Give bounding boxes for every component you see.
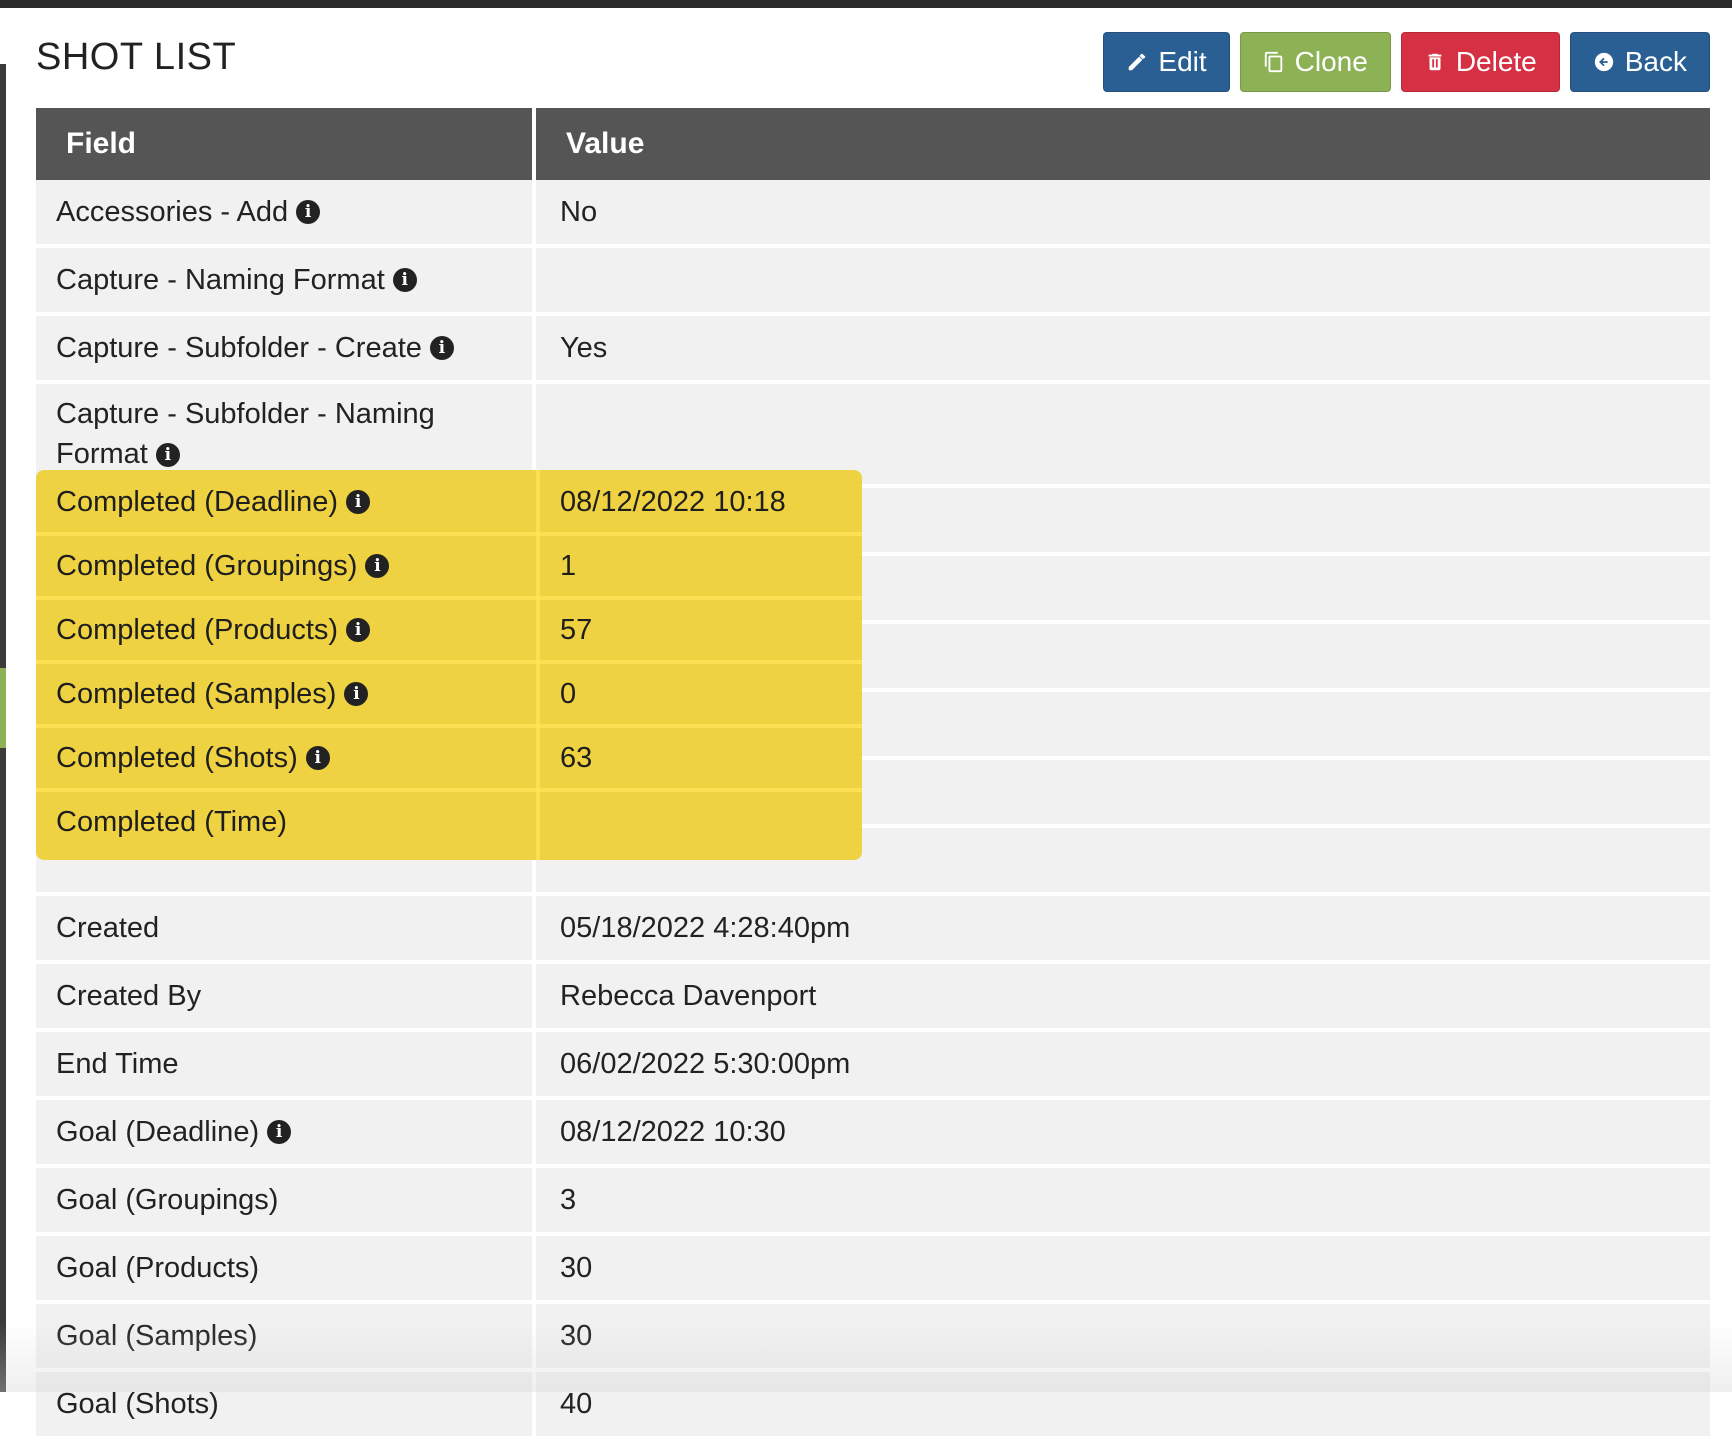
value-cell: 06/02/2022 5:30:00pm (560, 1047, 851, 1080)
bottom-fade (0, 1320, 1732, 1392)
column-header-value: Value (566, 127, 645, 160)
table-header: Field Value (36, 108, 1710, 180)
value-cell: Rebecca Davenport (560, 979, 817, 1012)
field-cell (36, 624, 536, 688)
table-row: Goal (Deadline) i 08/12/2022 10:30 (36, 1100, 1710, 1168)
value-cell (536, 556, 1710, 620)
table-row: Capture - Subfolder - Create i Yes (36, 316, 1710, 384)
trash-icon (1428, 53, 1442, 71)
edit-button-label: Edit (1158, 46, 1207, 77)
field-cell: Goal (Products) (36, 1236, 536, 1300)
copy-icon (1264, 51, 1282, 73)
delete-button-label: Delete (1455, 46, 1537, 77)
action-toolbar: Edit Clone Delete Back (1103, 32, 1710, 92)
table-row (36, 624, 1710, 692)
table-row: Capture - Naming Format i (36, 248, 1710, 316)
field-cell: Created (36, 896, 536, 960)
table-row (36, 760, 1710, 828)
table-row (36, 556, 1710, 624)
info-circle-icon[interactable]: i (267, 1120, 292, 1144)
value-cell (536, 624, 1710, 688)
table-row: Capture - Subfolder - Naming Format i (36, 384, 1710, 488)
column-header-field: Field (36, 108, 536, 180)
field-cell (36, 488, 536, 552)
field-cell (36, 760, 536, 824)
value-cell: 30 (560, 1251, 593, 1284)
table-row: Goal (Samples) 30 (36, 1304, 1710, 1372)
shot-list-detail-table: Field Value Accessories - Add i No Captur… (36, 108, 1710, 1440)
info-circle-icon[interactable]: i (296, 200, 321, 224)
table-row: Goal (Groupings) 3 (36, 1168, 1710, 1236)
clone-button-label: Clone (1294, 46, 1368, 77)
table-row: Created By Rebecca Davenport (36, 964, 1710, 1032)
field-label: Capture - Subfolder - Create (56, 331, 422, 364)
field-cell: Capture - Subfolder - Naming Format i (36, 384, 536, 484)
table-row: Goal (Products) 30 (36, 1236, 1710, 1304)
arrow-left-circle-icon (1594, 52, 1613, 72)
field-cell: Goal (Groupings) (36, 1168, 536, 1232)
field-cell: Goal (Deadline) i (36, 1100, 536, 1164)
value-cell (536, 384, 1710, 484)
back-button-label: Back (1624, 46, 1687, 77)
field-cell (36, 556, 536, 620)
value-cell: 3 (560, 1183, 577, 1216)
field-cell: Goal (Samples) (36, 1304, 536, 1368)
back-button[interactable]: Back (1569, 32, 1710, 92)
value-cell (536, 760, 1710, 824)
field-cell: End Time (36, 1032, 536, 1096)
field-cell (36, 692, 536, 756)
value-cell (536, 692, 1710, 756)
top-bar (0, 0, 1732, 8)
table-row (36, 488, 1710, 556)
table-row: Created 05/18/2022 4:28:40pm (36, 896, 1710, 964)
field-cell: Capture - Subfolder - Create i (36, 316, 536, 380)
delete-button[interactable]: Delete (1400, 32, 1560, 92)
field-cell: Accessories - Add i (36, 180, 536, 244)
table-row: End Time 06/02/2022 5:30:00pm (36, 1032, 1710, 1100)
value-cell: Yes (560, 331, 608, 364)
value-cell: No (560, 195, 598, 228)
value-cell: 05/18/2022 4:28:40pm (560, 911, 851, 944)
clone-button[interactable]: Clone (1239, 32, 1391, 92)
value-cell (536, 828, 1710, 892)
field-label: Capture - Subfolder - Naming Format i (56, 398, 435, 470)
value-cell: 08/12/2022 10:30 (560, 1115, 786, 1148)
info-circle-icon[interactable]: i (429, 336, 454, 360)
table-row (36, 692, 1710, 760)
edit-button[interactable]: Edit (1103, 32, 1230, 92)
value-cell (536, 488, 1710, 552)
field-cell (36, 828, 536, 892)
table-row (36, 828, 1710, 896)
field-cell: Capture - Naming Format i (36, 248, 536, 312)
info-circle-icon[interactable]: i (155, 443, 180, 468)
field-label: Goal (Deadline) (56, 1115, 260, 1148)
left-sidebar-active-indicator (0, 668, 6, 748)
field-label: Accessories - Add (56, 195, 289, 228)
pencil-icon (1129, 53, 1146, 71)
field-cell: Created By (36, 964, 536, 1028)
table-row: Accessories - Add i No (36, 180, 1710, 248)
page-title: SHOT LIST (36, 36, 237, 78)
info-circle-icon[interactable]: i (392, 268, 417, 292)
value-cell (536, 248, 1710, 312)
field-label: Capture - Naming Format (56, 263, 385, 296)
value-cell: 30 (536, 1304, 1710, 1368)
